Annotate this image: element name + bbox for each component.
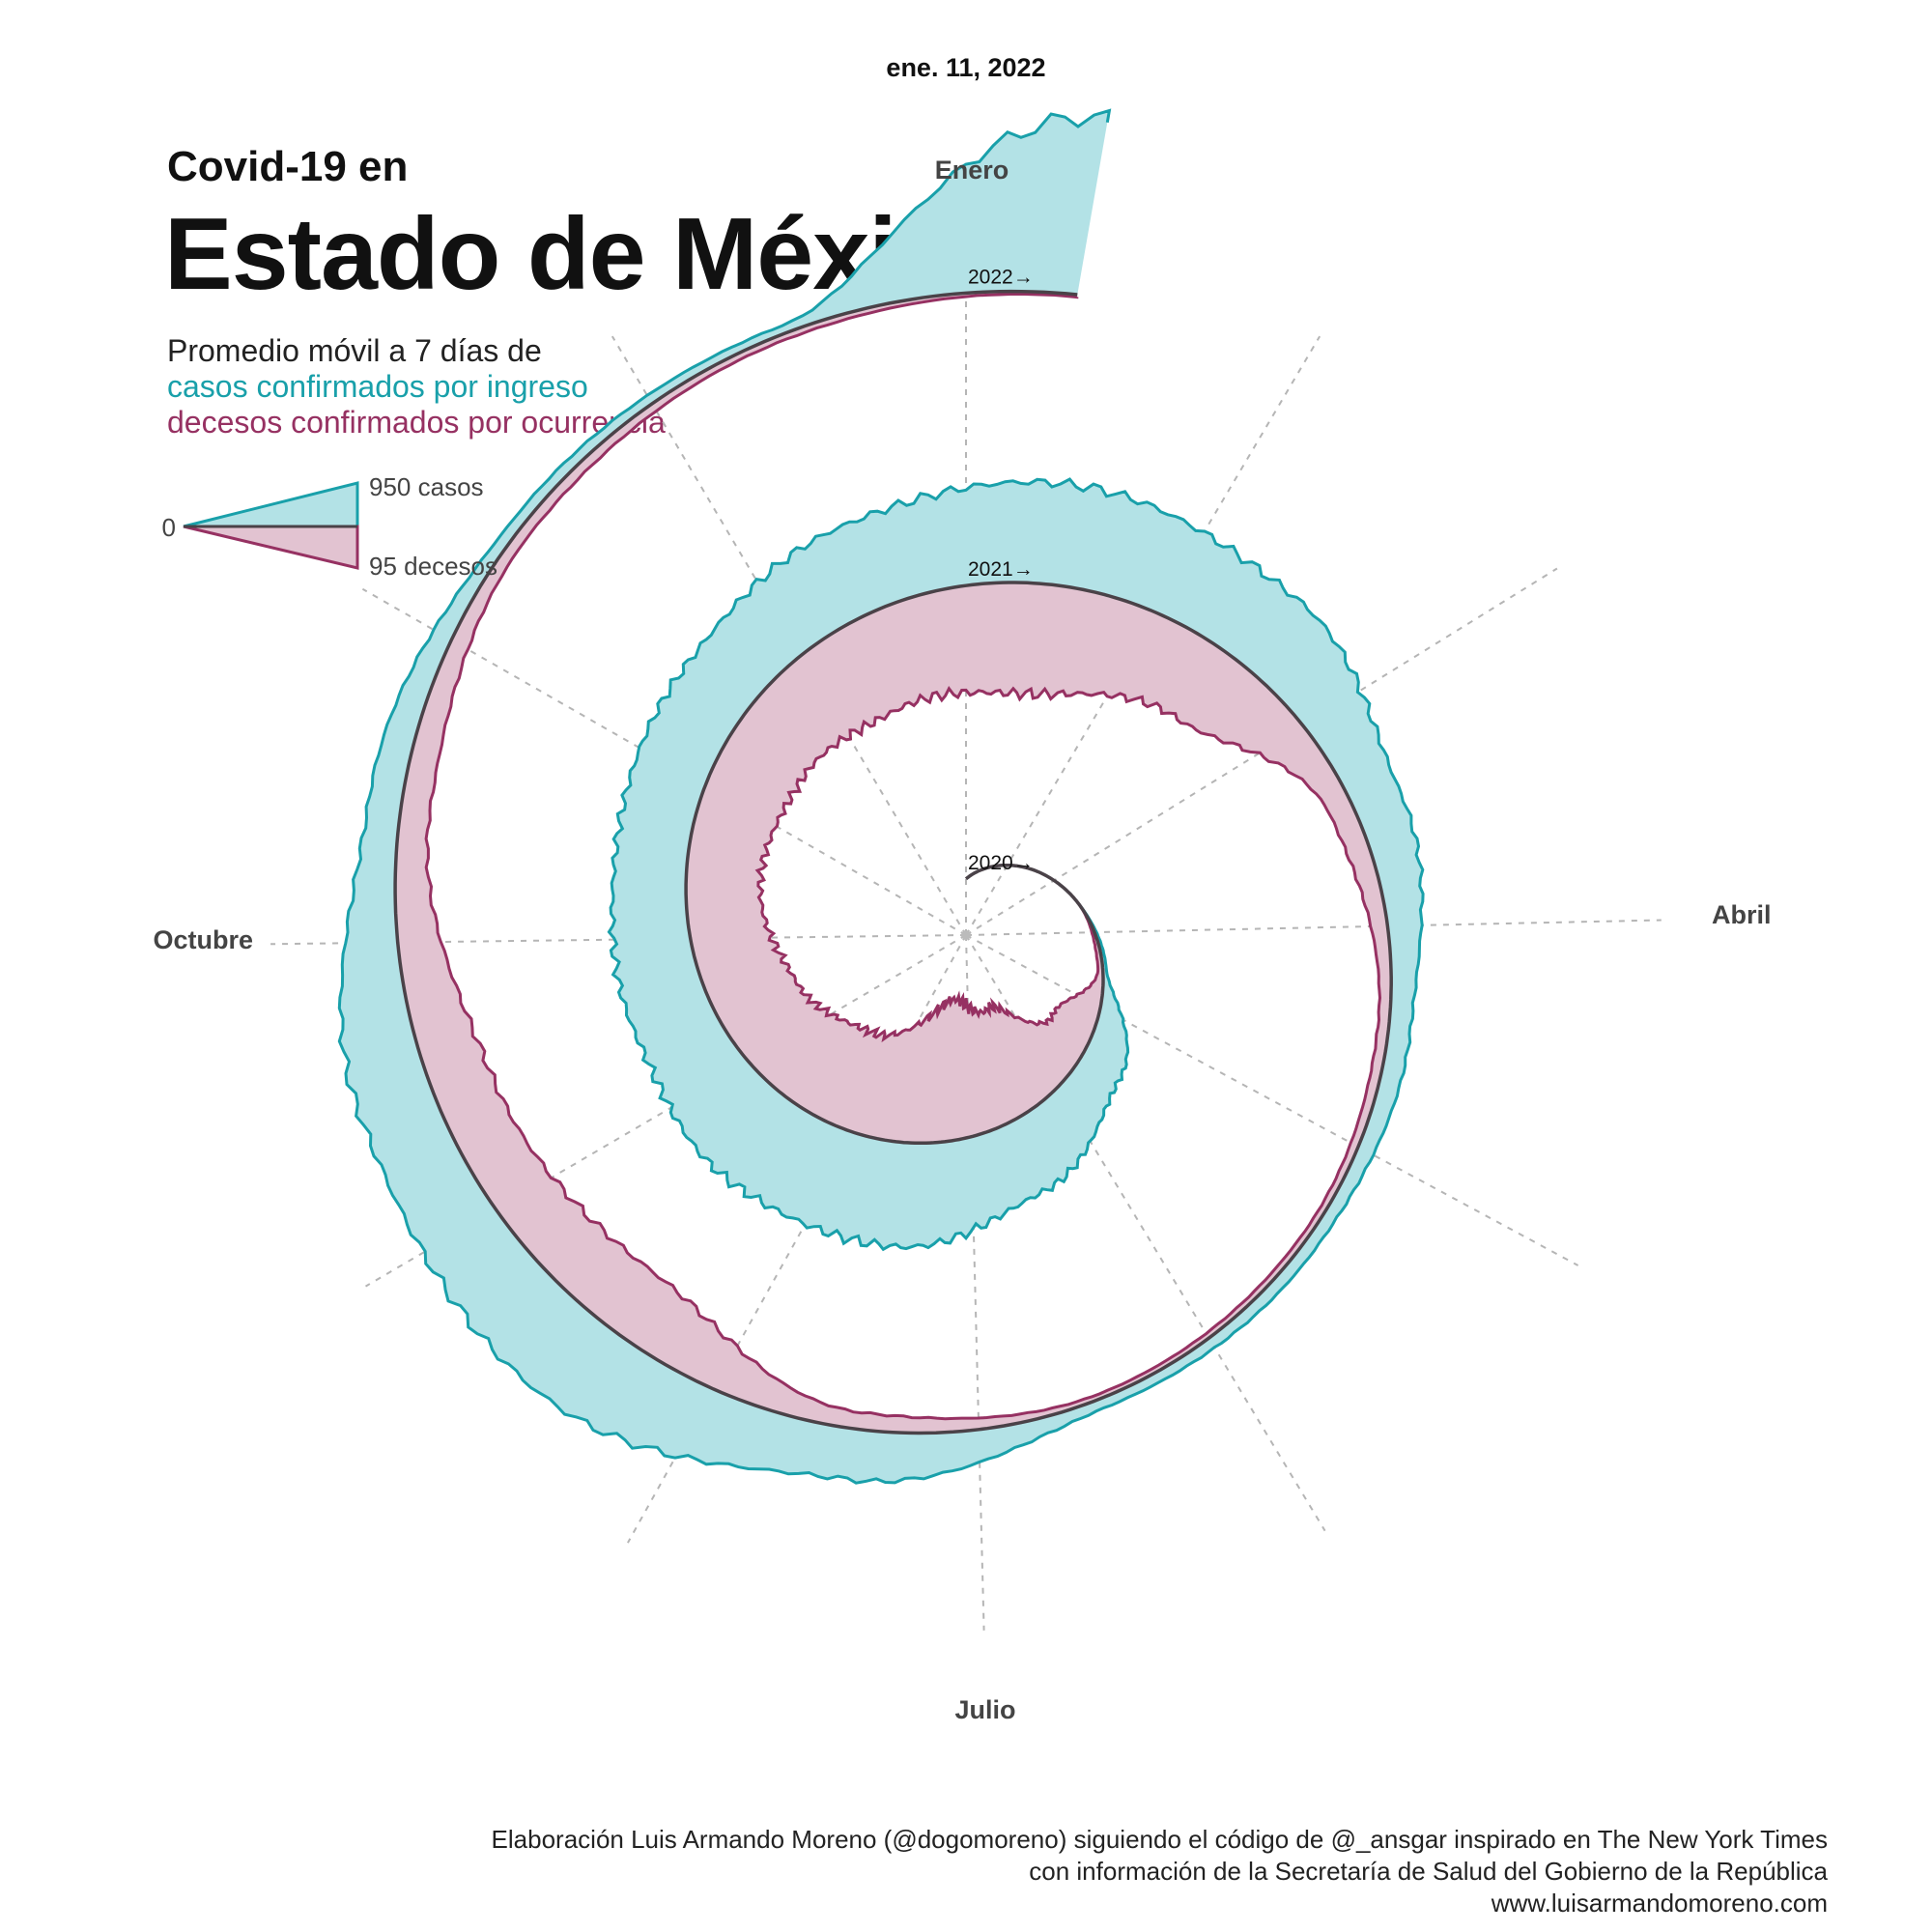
month-gridline bbox=[965, 934, 1579, 1266]
credit-line: con información de la Secretaría de Salu… bbox=[1029, 1857, 1828, 1886]
chart-kicker: Covid-19 en bbox=[167, 143, 409, 190]
month-label-apr: Abril bbox=[1712, 900, 1772, 929]
deaths-line bbox=[424, 292, 1382, 1421]
month-label-jan: Enero bbox=[935, 156, 1009, 185]
spiral-baseline bbox=[393, 289, 1393, 1435]
month-gridline bbox=[965, 335, 1321, 936]
cases-area bbox=[339, 110, 1424, 1484]
year-label: 2020→ bbox=[968, 852, 1034, 874]
credits: Elaboración Luis Armando Moreno (@dogomo… bbox=[492, 1824, 1828, 1919]
chart-subtitle: Promedio móvil a 7 días de casos confirm… bbox=[167, 333, 666, 440]
credit-line: www.luisarmandomoreno.com bbox=[1491, 1889, 1828, 1918]
date-label: ene. 11, 2022 bbox=[886, 53, 1046, 82]
subtitle-line: Promedio móvil a 7 días de bbox=[167, 333, 542, 368]
legend-zero: 0 bbox=[162, 513, 176, 542]
month-gridline bbox=[965, 567, 1558, 936]
legend-deaths-wedge bbox=[183, 525, 359, 570]
month-label-oct: Octubre bbox=[153, 925, 253, 954]
year-label: 2021→ bbox=[968, 558, 1034, 581]
cases-line bbox=[337, 108, 1425, 1485]
legend: 0 950 casos 95 decesos bbox=[162, 472, 497, 581]
legend-deaths-label: 95 decesos bbox=[369, 552, 497, 581]
legend-cases-wedge bbox=[183, 481, 359, 528]
month-gridline bbox=[611, 335, 967, 936]
year-label: 2022→ bbox=[968, 266, 1034, 288]
month-gridline bbox=[965, 919, 1662, 936]
subtitle-deaths: decesos confirmados por ocurrencia bbox=[167, 405, 666, 440]
center-dot bbox=[961, 930, 971, 940]
legend-cases-label: 950 casos bbox=[369, 472, 484, 501]
subtitle-cases: casos confirmados por ingreso bbox=[167, 369, 588, 404]
credit-line: Elaboración Luis Armando Moreno (@dogomo… bbox=[491, 1825, 1828, 1854]
deaths-area bbox=[395, 291, 1392, 1434]
month-label-jul: Julio bbox=[954, 1695, 1015, 1724]
chart-marks: 2020→ 2021→ 2022→ bbox=[337, 108, 1425, 1485]
